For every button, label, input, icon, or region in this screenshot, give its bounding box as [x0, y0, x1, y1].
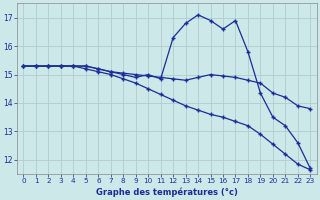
X-axis label: Graphe des températures (°c): Graphe des températures (°c): [96, 187, 238, 197]
